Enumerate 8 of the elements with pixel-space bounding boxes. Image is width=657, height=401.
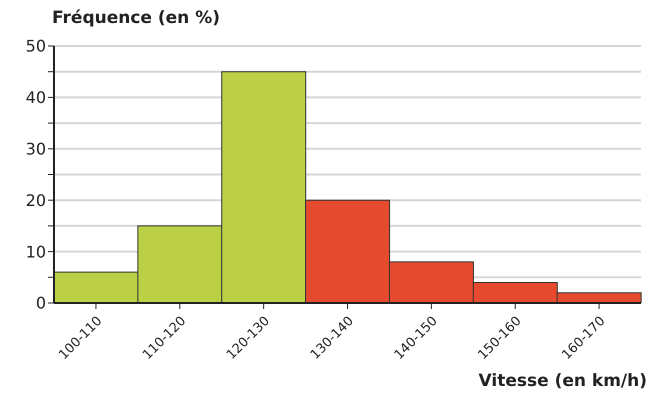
y-tick-label: 50: [26, 36, 46, 56]
y-tick-label: 0: [36, 294, 46, 313]
y-tick-label: 30: [26, 139, 46, 158]
y-tick-label: 20: [26, 190, 46, 210]
y-tick-label: 40: [26, 88, 46, 108]
y-tick-label: 10: [26, 242, 46, 262]
x-axis-title: Vitesse (en km/h): [478, 371, 647, 391]
y-axis-title: Fréquence (en %): [52, 8, 220, 28]
